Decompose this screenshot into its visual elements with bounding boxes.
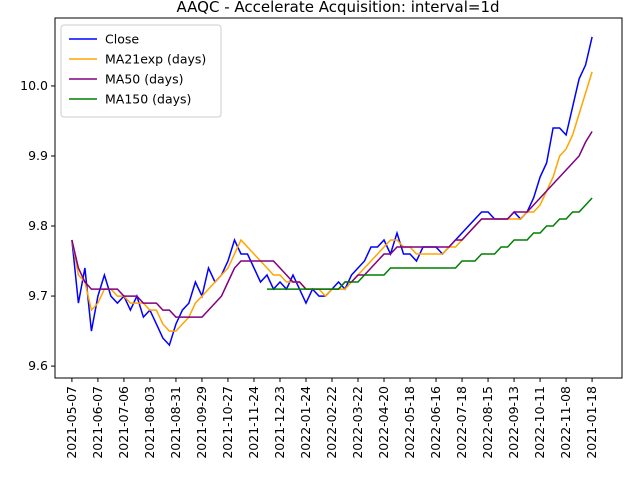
legend-label: MA21exp (days): [105, 52, 206, 67]
series-line: [267, 197, 593, 290]
x-tick-label: 2021-08-03: [142, 386, 157, 459]
x-tick-label: 2022-04-20: [376, 386, 391, 459]
chart-title: AAQC - Accelerate Acquisition: interval=…: [176, 0, 499, 16]
x-tick-label: 2022-01-24: [298, 386, 313, 459]
x-tick-label: 2021-09-29: [194, 386, 209, 459]
x-tick-label: 2021-10-27: [220, 386, 235, 459]
x-tick-label: 2021-11-24: [246, 386, 261, 459]
x-tick-label: 2022-11-08: [558, 386, 573, 459]
legend-label: MA150 (days): [105, 92, 191, 107]
x-tick-label: 2022-05-18: [402, 386, 417, 459]
legend-label: Close: [105, 32, 139, 47]
y-tick-label: 9.6: [28, 358, 48, 373]
x-tick-label: 2021-08-31: [168, 386, 183, 459]
x-tick-label: 2022-10-11: [532, 386, 547, 459]
x-tick-label: 2022-08-15: [480, 386, 495, 459]
y-tick-label: 10.0: [20, 78, 48, 93]
x-tick-label: 2021-01-18: [584, 386, 599, 459]
plot-frame: [54, 17, 623, 379]
y-tick-label: 9.8: [28, 218, 48, 233]
x-tick-label: 2021-06-07: [90, 386, 105, 459]
x-tick-label: 2021-07-06: [116, 386, 131, 459]
x-tick-label: 2022-02-22: [324, 386, 339, 459]
x-tick-label: 2022-03-22: [350, 386, 365, 459]
x-tick-label: 2021-12-23: [272, 386, 287, 459]
x-tick-label: 2022-09-13: [506, 386, 521, 459]
y-tick-label: 9.7: [28, 288, 48, 303]
legend-box: [60, 24, 222, 118]
legend-label: MA50 (days): [105, 72, 183, 87]
x-tick-label: 2021-05-07: [64, 386, 79, 459]
x-tick-label: 2022-07-18: [454, 386, 469, 459]
x-tick-label: 2022-06-16: [428, 386, 443, 459]
y-tick-label: 9.9: [28, 148, 48, 163]
